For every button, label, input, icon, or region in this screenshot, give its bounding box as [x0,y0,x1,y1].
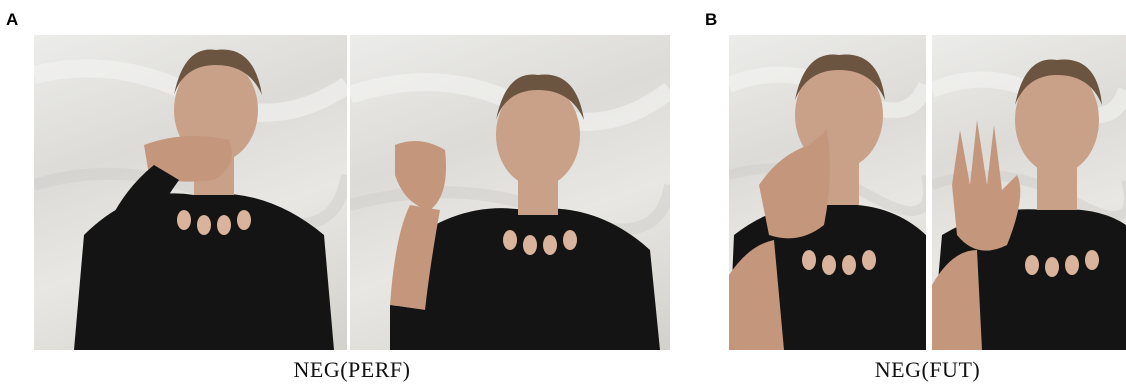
photo-a-right [350,35,670,350]
photo-b-right [932,35,1126,350]
signer-image [350,73,670,350]
signer-image [932,59,1126,350]
signer-image [34,49,347,350]
photo-a-left [34,35,347,350]
caption-a: NEG(PERF) [293,357,411,382]
signer-image [729,54,926,350]
panel-letter-a: A [6,10,19,29]
panel-letter-b: B [705,10,718,29]
photo-b-left [729,35,926,350]
caption-b: NEG(FUT) [874,357,981,382]
